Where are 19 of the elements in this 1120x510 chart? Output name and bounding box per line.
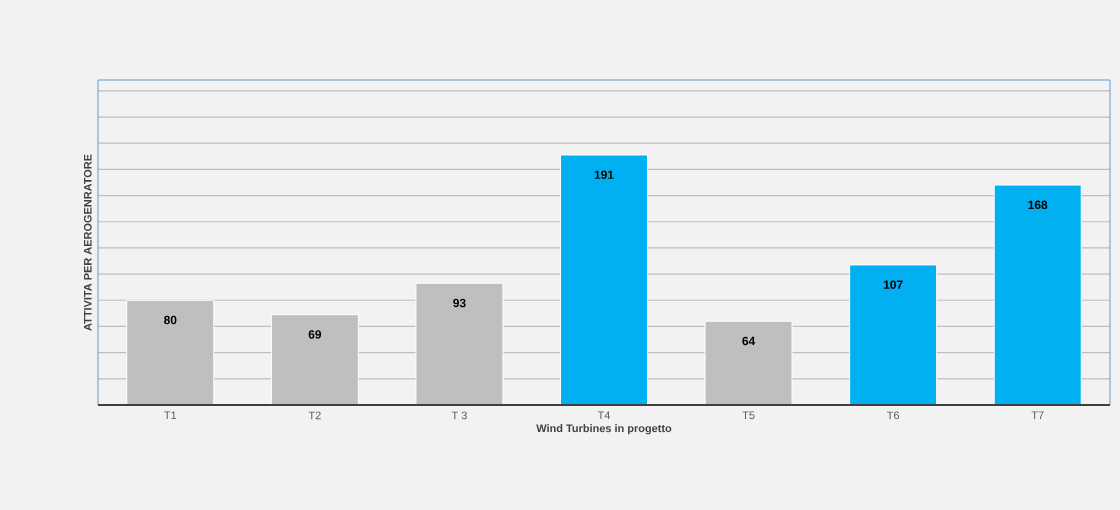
- y-axis-title: ATTIVITA PER AEROGENRATORE: [83, 154, 92, 331]
- bar: [993, 184, 1082, 406]
- data-label: 107: [883, 280, 903, 289]
- bar: [849, 264, 938, 406]
- data-label: 168: [1028, 200, 1048, 210]
- bar: [560, 154, 648, 406]
- x-tick-label: T6: [887, 411, 900, 420]
- x-tick-label: T2: [308, 411, 321, 420]
- data-label: 93: [453, 298, 466, 308]
- x-tick-label: T 3: [451, 411, 467, 420]
- data-label: 64: [742, 336, 756, 346]
- x-tick-label: T7: [1031, 411, 1044, 420]
- data-label: 191: [594, 170, 614, 179]
- x-tick-label: T1: [164, 411, 177, 420]
- data-label: 80: [164, 315, 177, 325]
- x-tick-label: T4: [597, 411, 611, 420]
- x-axis-title: Wind Turbines in progetto: [536, 424, 672, 435]
- x-tick-label: T5: [742, 411, 755, 420]
- data-label: 69: [308, 330, 322, 339]
